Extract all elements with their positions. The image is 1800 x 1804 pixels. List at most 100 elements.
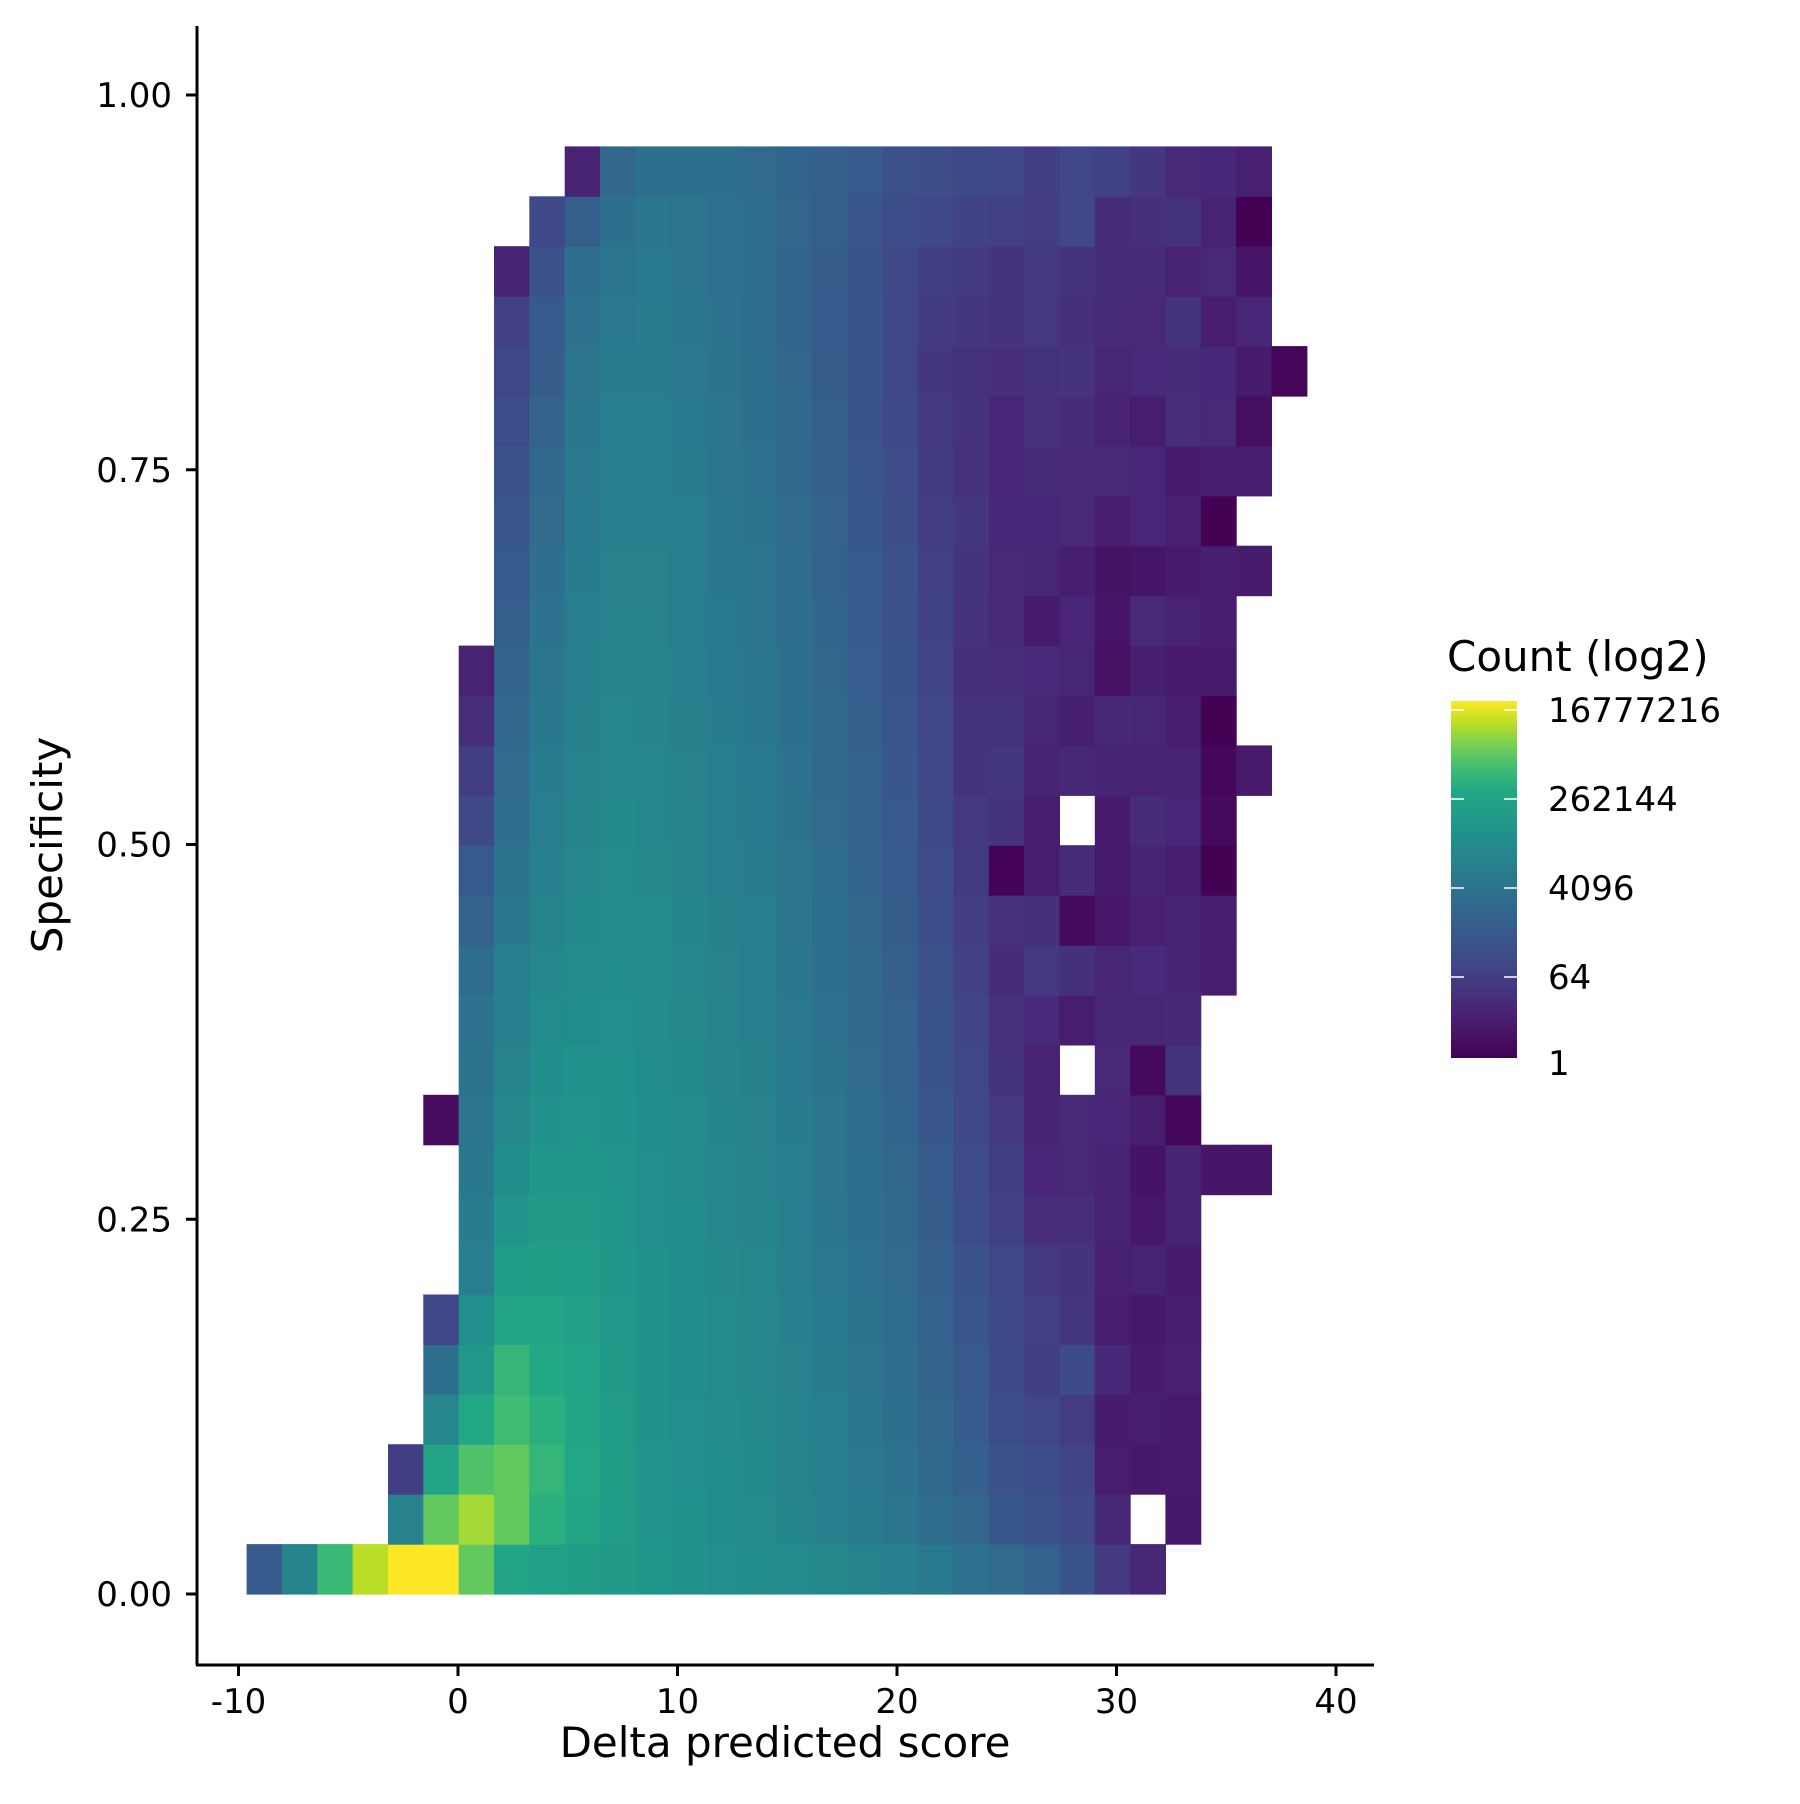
heatmap-cell xyxy=(706,1094,742,1146)
heatmap-cell xyxy=(1130,745,1166,796)
heatmap-cell xyxy=(529,1044,566,1096)
heatmap-cell xyxy=(1130,1394,1166,1445)
heatmap-cell xyxy=(918,1444,954,1495)
heatmap-cell xyxy=(1024,1044,1060,1096)
heatmap-cell xyxy=(706,845,742,896)
heatmap-cell xyxy=(670,296,707,347)
heatmap-cell xyxy=(564,146,601,197)
heatmap-cell xyxy=(882,1394,919,1445)
heatmap-cell xyxy=(1165,1494,1202,1545)
heatmap-cell xyxy=(1236,745,1272,796)
heatmap-cell xyxy=(1130,346,1166,397)
heatmap-cell xyxy=(812,545,848,597)
heatmap-cell xyxy=(1094,1394,1131,1445)
heatmap-cell xyxy=(494,1044,530,1096)
heatmap-cell xyxy=(1236,445,1272,497)
heatmap-cell xyxy=(635,1394,672,1445)
heatmap-cell xyxy=(776,1294,813,1345)
heatmap-cell xyxy=(1200,346,1237,397)
heatmap-cell xyxy=(706,1544,742,1595)
heatmap-cell xyxy=(670,745,707,796)
heatmap-cell xyxy=(635,695,672,746)
heatmap-cell xyxy=(953,545,990,597)
heatmap-cell xyxy=(529,895,566,946)
heatmap-cell xyxy=(706,346,742,397)
heatmap-cell xyxy=(988,445,1025,497)
heatmap-cell xyxy=(918,595,954,647)
heatmap-cell xyxy=(741,545,778,597)
heatmap-cell xyxy=(423,1494,460,1545)
heatmap-cell xyxy=(635,296,672,347)
heatmap-cell xyxy=(988,396,1025,447)
heatmap-cell xyxy=(1236,296,1272,347)
heatmap-cell xyxy=(529,595,566,647)
heatmap-cell xyxy=(670,795,707,846)
heatmap-cell xyxy=(494,895,530,946)
heatmap-cell xyxy=(882,396,919,447)
heatmap-cell xyxy=(847,1544,884,1595)
heatmap-cell xyxy=(494,795,530,846)
heatmap-cell xyxy=(812,1244,848,1296)
y-axis-title: Specificity xyxy=(23,737,72,953)
heatmap-cell xyxy=(529,296,566,347)
heatmap-cell xyxy=(918,1494,954,1545)
heatmap-cell xyxy=(458,1494,495,1545)
heatmap-cell xyxy=(1094,246,1131,297)
heatmap-cell xyxy=(600,1044,636,1096)
heatmap-cell xyxy=(812,595,848,647)
heatmap-cell xyxy=(1165,1094,1202,1146)
heatmap-cell xyxy=(1130,495,1166,547)
heatmap-cell xyxy=(529,1144,566,1196)
y-ticks: 0.00 0.25 0.50 0.75 1.00 xyxy=(96,76,197,1615)
heatmap-cell xyxy=(1200,895,1237,946)
heatmap-cell xyxy=(741,1344,778,1395)
heatmap-cell xyxy=(847,196,884,247)
heatmap-cell xyxy=(812,246,848,297)
heatmap-cell xyxy=(882,196,919,247)
heatmap-cell xyxy=(847,1044,884,1096)
heatmap-cell xyxy=(1059,845,1096,896)
heatmap-cell xyxy=(670,1244,707,1296)
heatmap-cell xyxy=(918,1094,954,1146)
heatmap-cell xyxy=(741,1044,778,1096)
heatmap-cell xyxy=(918,945,954,996)
heatmap-cell xyxy=(635,1294,672,1345)
heatmap-cell xyxy=(882,1544,919,1595)
heatmap-cell xyxy=(812,196,848,247)
heatmap-cell xyxy=(882,1044,919,1096)
heatmap-cell xyxy=(741,695,778,746)
heatmap-cell xyxy=(1165,645,1202,697)
heatmap-cell xyxy=(918,246,954,297)
heatmap-cell xyxy=(812,945,848,996)
heatmap-cell xyxy=(776,895,813,946)
heatmap-cell xyxy=(1059,895,1096,946)
heatmap-cell xyxy=(918,396,954,447)
heatmap-cell xyxy=(635,1144,672,1196)
heatmap-cell xyxy=(706,595,742,647)
heatmap-cell xyxy=(1094,695,1131,746)
legend-tick-label: 16777216 xyxy=(1548,691,1721,731)
heatmap-cell xyxy=(1130,795,1166,846)
heatmap-cell xyxy=(988,1344,1025,1395)
heatmap-cell xyxy=(847,645,884,697)
heatmap-cell xyxy=(776,1494,813,1545)
heatmap-tiles xyxy=(246,146,1308,1595)
heatmap-cell xyxy=(882,495,919,547)
heatmap-cell xyxy=(988,1244,1025,1296)
heatmap-cell xyxy=(1165,146,1202,197)
heatmap-cell xyxy=(529,1244,566,1296)
heatmap-cell xyxy=(600,495,636,547)
heatmap-cell xyxy=(494,1394,530,1445)
heatmap-cell xyxy=(1094,545,1131,597)
heatmap-cell xyxy=(706,495,742,547)
heatmap-cell xyxy=(529,445,566,497)
heatmap-cell xyxy=(529,1544,566,1595)
heatmap-cell xyxy=(670,1194,707,1246)
heatmap-cell xyxy=(529,1294,566,1345)
heatmap-cell xyxy=(1130,296,1166,347)
heatmap-cell xyxy=(529,495,566,547)
heatmap-cell xyxy=(670,346,707,397)
heatmap-cell xyxy=(494,1544,530,1595)
heatmap-cell xyxy=(1271,346,1308,397)
heatmap-cell xyxy=(635,146,672,197)
